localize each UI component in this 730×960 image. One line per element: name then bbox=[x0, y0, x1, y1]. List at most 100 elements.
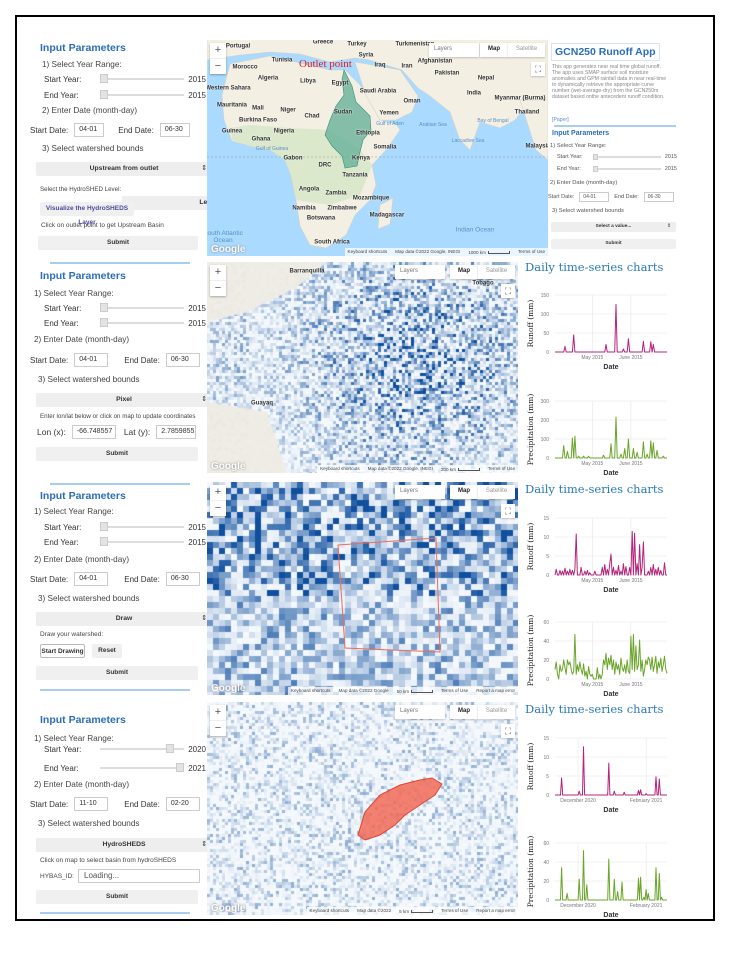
satellite-type-button[interactable]: Satellite bbox=[478, 485, 515, 499]
end-year-slider[interactable] bbox=[100, 763, 185, 772]
end-date-input[interactable]: 06-30 bbox=[165, 572, 200, 586]
zoom-in-button[interactable]: + bbox=[214, 706, 222, 718]
slider-thumb[interactable] bbox=[175, 763, 184, 772]
x-axis-label: Date bbox=[603, 807, 618, 812]
map-hydrosheds-basin[interactable]: + − Layers Map Satellite ⛶ Google Keyboard shor… bbox=[207, 702, 518, 915]
satellite-type-button[interactable]: Satellite bbox=[508, 43, 545, 57]
paper-link[interactable]: [Paper] bbox=[552, 117, 569, 123]
report-map-error-link[interactable]: Report a map error bbox=[476, 688, 515, 693]
layers-dropdown[interactable]: Layers bbox=[395, 485, 445, 499]
start-date-input[interactable]: 04-01 bbox=[74, 572, 109, 586]
bounds-select[interactable]: Draw ⇕ bbox=[36, 612, 212, 626]
start-year-row: Start Year: 2015 bbox=[557, 154, 677, 160]
start-date-input[interactable]: 04-01 bbox=[74, 123, 105, 137]
zoom-out-button[interactable]: − bbox=[210, 58, 226, 74]
map-africa-basin[interactable]: Portugal Greece Turkey Turkmenistan Morocco T… bbox=[207, 40, 548, 256]
keyboard-shortcuts-link[interactable]: Keyboard shortcuts bbox=[290, 688, 331, 693]
map-type-button[interactable]: Map bbox=[450, 705, 478, 719]
bounds-select[interactable]: Pixel ⇕ bbox=[36, 393, 212, 407]
end-date-input[interactable]: 02-20 bbox=[165, 797, 200, 811]
end-year-slider[interactable] bbox=[593, 166, 661, 172]
slider-thumb[interactable] bbox=[100, 318, 108, 327]
report-map-error-link[interactable]: Report a map error bbox=[476, 908, 515, 913]
zoom-out-button[interactable]: − bbox=[210, 280, 226, 296]
upstream-basin-polygon[interactable] bbox=[324, 69, 372, 169]
terms-link[interactable]: Terms of Use bbox=[487, 466, 515, 471]
zoom-in-button[interactable]: + bbox=[214, 266, 222, 278]
start-year-slider[interactable] bbox=[100, 74, 185, 83]
end-date-label: End Date: bbox=[124, 799, 160, 809]
terms-link[interactable]: Terms of Use bbox=[441, 908, 469, 913]
country-label: South Africa bbox=[314, 239, 350, 246]
map-attribution: Keyboard shortcuts Map data ©2022 Google,… bbox=[317, 465, 518, 473]
slider-thumb[interactable] bbox=[100, 90, 108, 99]
fullscreen-icon[interactable]: ⛶ bbox=[501, 504, 515, 518]
y-tick-label: 40 bbox=[543, 860, 549, 866]
slider-thumb[interactable] bbox=[100, 537, 108, 546]
slider-thumb[interactable] bbox=[593, 166, 598, 172]
start-date-input[interactable]: 04-01 bbox=[579, 192, 610, 202]
fullscreen-icon[interactable]: ⛶ bbox=[501, 284, 515, 298]
start-year-label: Start Year: bbox=[557, 154, 583, 160]
start-date-input[interactable]: 11-10 bbox=[74, 797, 109, 811]
lat-input[interactable]: 2.7859855 bbox=[156, 425, 197, 439]
zoom-out-button[interactable]: − bbox=[210, 720, 226, 736]
start-year-slider[interactable] bbox=[100, 744, 185, 753]
selected-basin-polygon[interactable] bbox=[357, 777, 443, 841]
slider-thumb[interactable] bbox=[593, 154, 598, 160]
end-date-input[interactable]: 06-30 bbox=[165, 353, 200, 367]
zoom-in-button[interactable]: + bbox=[214, 44, 222, 56]
submit-button[interactable]: Submit bbox=[38, 236, 198, 250]
slider-thumb[interactable] bbox=[100, 303, 108, 312]
end-year-slider[interactable] bbox=[100, 537, 185, 546]
start-year-slider[interactable] bbox=[593, 154, 661, 160]
bounds-select[interactable]: Upstream from outlet ⇕ bbox=[36, 162, 212, 176]
end-date-input[interactable]: 06-30 bbox=[643, 192, 674, 202]
map-runoff-pixel[interactable]: + − Layers Map Satellite ⛶ Google Keyboard shor… bbox=[207, 262, 518, 473]
layers-dropdown[interactable]: Layers bbox=[429, 43, 479, 57]
panel-title: Input Parameters bbox=[552, 130, 610, 137]
satellite-type-button[interactable]: Satellite bbox=[478, 705, 515, 719]
zoom-in-button[interactable]: + bbox=[214, 486, 222, 498]
terms-link[interactable]: Terms of Use bbox=[517, 249, 545, 254]
submit-button[interactable]: Submit bbox=[551, 239, 676, 249]
end-year-slider[interactable] bbox=[100, 90, 185, 99]
slider-thumb[interactable] bbox=[100, 522, 108, 531]
slider-thumb[interactable] bbox=[100, 74, 108, 83]
keyboard-shortcuts-link[interactable]: Keyboard shortcuts bbox=[309, 908, 350, 913]
terms-link[interactable]: Terms of Use bbox=[441, 688, 469, 693]
scale-bar: 200 km bbox=[441, 466, 480, 472]
start-year-slider[interactable] bbox=[100, 522, 185, 531]
submit-button[interactable]: Submit bbox=[36, 666, 198, 680]
layers-dropdown[interactable]: Layers bbox=[395, 705, 445, 719]
submit-button[interactable]: Submit bbox=[36, 890, 198, 904]
map-type-button[interactable]: Map bbox=[450, 485, 478, 499]
submit-button[interactable]: Submit bbox=[36, 447, 198, 461]
keyboard-shortcuts-link[interactable]: Keyboard shortcuts bbox=[320, 466, 360, 471]
bounds-select[interactable]: Select a value... ⇕ bbox=[551, 222, 676, 232]
country-label: Portugal bbox=[225, 43, 251, 50]
satellite-type-button[interactable]: Satellite bbox=[478, 265, 515, 279]
keyboard-shortcuts-link[interactable]: Keyboard shortcuts bbox=[347, 249, 388, 254]
end-date-input[interactable]: 06-30 bbox=[159, 123, 190, 137]
start-date-input[interactable]: 04-01 bbox=[74, 353, 109, 367]
map-type-button[interactable]: Map bbox=[480, 43, 508, 57]
map-type-button[interactable]: Map bbox=[450, 265, 478, 279]
hybas-id-input[interactable]: Loading... bbox=[78, 869, 200, 883]
drawn-watershed-polygon[interactable] bbox=[337, 537, 441, 653]
bounds-value: Pixel bbox=[116, 396, 132, 403]
map-runoff-draw[interactable]: + − Layers Map Satellite ⛶ Google Keyboard shor… bbox=[207, 482, 518, 695]
visualize-hydrosheds-button[interactable]: Visualize the HydroSHEDS Layer bbox=[40, 202, 134, 226]
date-label: 2) Enter Date (month-day) bbox=[34, 335, 130, 344]
end-year-slider[interactable] bbox=[100, 318, 185, 327]
fullscreen-icon[interactable]: ⛶ bbox=[531, 62, 545, 76]
start-year-slider[interactable] bbox=[100, 303, 185, 312]
layers-dropdown[interactable]: Layers bbox=[395, 265, 445, 279]
slider-thumb[interactable] bbox=[165, 744, 174, 753]
lon-input[interactable]: -66.748557 bbox=[71, 425, 116, 439]
bounds-select[interactable]: HydroSHEDS ⇕ bbox=[36, 838, 212, 852]
zoom-out-button[interactable]: − bbox=[210, 500, 226, 516]
reset-button[interactable]: Reset bbox=[92, 644, 122, 658]
start-drawing-button[interactable]: Start Drawing bbox=[40, 644, 85, 658]
fullscreen-icon[interactable]: ⛶ bbox=[501, 724, 515, 738]
